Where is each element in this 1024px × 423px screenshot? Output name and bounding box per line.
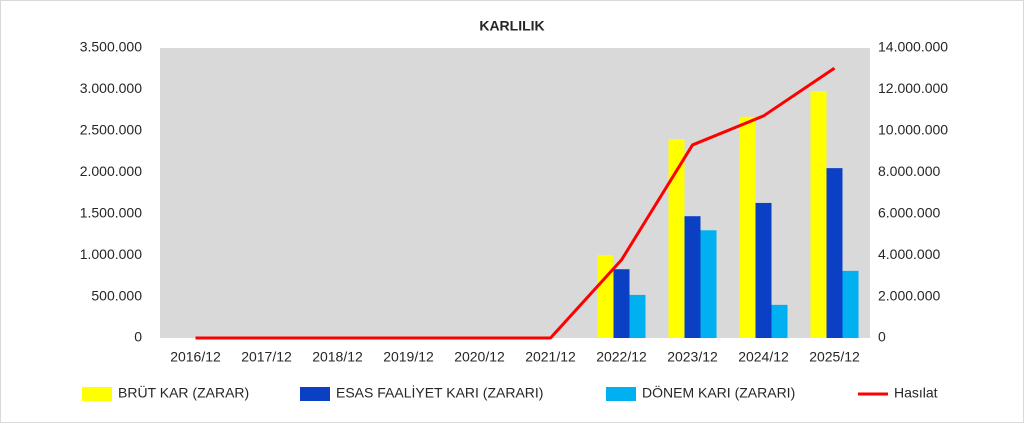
bar bbox=[842, 270, 859, 338]
bar bbox=[755, 202, 772, 338]
legend-swatch bbox=[82, 387, 112, 401]
x-tick-label: 2023/12 bbox=[667, 349, 718, 365]
chart-title: KARLILIK bbox=[479, 18, 544, 34]
x-tick-label: 2024/12 bbox=[738, 349, 789, 365]
x-tick-label: 2018/12 bbox=[312, 349, 363, 365]
x-tick-label: 2016/12 bbox=[170, 349, 221, 365]
bar bbox=[668, 139, 685, 338]
x-tick-label: 2021/12 bbox=[525, 349, 576, 365]
legend-swatch bbox=[300, 387, 330, 401]
bar bbox=[826, 168, 843, 338]
y2-tick-label: 10.000.000 bbox=[878, 122, 948, 138]
y-tick-label: 3.000.000 bbox=[80, 80, 142, 96]
bar bbox=[597, 255, 614, 338]
x-tick-label: 2017/12 bbox=[241, 349, 292, 365]
x-tick-label: 2025/12 bbox=[809, 349, 860, 365]
y-tick-label: 2.000.000 bbox=[80, 163, 142, 179]
bar bbox=[771, 304, 788, 338]
y2-tick-label: 8.000.000 bbox=[878, 163, 940, 179]
line bbox=[195, 66, 836, 340]
legend-label: DÖNEM KARI (ZARARI) bbox=[642, 384, 795, 401]
bar bbox=[700, 230, 717, 338]
y2-tick-label: 12.000.000 bbox=[878, 80, 948, 96]
bar bbox=[739, 116, 756, 339]
legend-label: ESAS FAALİYET KARI (ZARARI) bbox=[336, 384, 543, 401]
legend-label: BRÜT KAR (ZARAR) bbox=[118, 384, 249, 401]
y-tick-label: 3.500.000 bbox=[80, 39, 142, 55]
y-tick-label: 500.000 bbox=[91, 287, 142, 303]
y2-tick-label: 14.000.000 bbox=[878, 39, 948, 55]
y2-tick-label: 4.000.000 bbox=[878, 246, 940, 262]
bar bbox=[684, 216, 701, 338]
bar bbox=[810, 91, 827, 338]
bar bbox=[629, 294, 646, 338]
y-tick-label: 1.500.000 bbox=[80, 204, 142, 220]
y2-tick-label: 6.000.000 bbox=[878, 204, 940, 220]
y-tick-label: 0 bbox=[134, 329, 142, 345]
y2-tick-label: 2.000.000 bbox=[878, 287, 940, 303]
bar bbox=[613, 269, 630, 338]
y2-tick-label: 0 bbox=[878, 329, 886, 345]
y-tick-label: 1.000.000 bbox=[80, 246, 142, 262]
x-tick-label: 2019/12 bbox=[383, 349, 434, 365]
y-tick-label: 2.500.000 bbox=[80, 122, 142, 138]
x-tick-label: 2020/12 bbox=[454, 349, 505, 365]
x-tick-label: 2022/12 bbox=[596, 349, 647, 365]
legend-label: Hasılat bbox=[894, 385, 938, 401]
legend-swatch bbox=[606, 387, 636, 401]
